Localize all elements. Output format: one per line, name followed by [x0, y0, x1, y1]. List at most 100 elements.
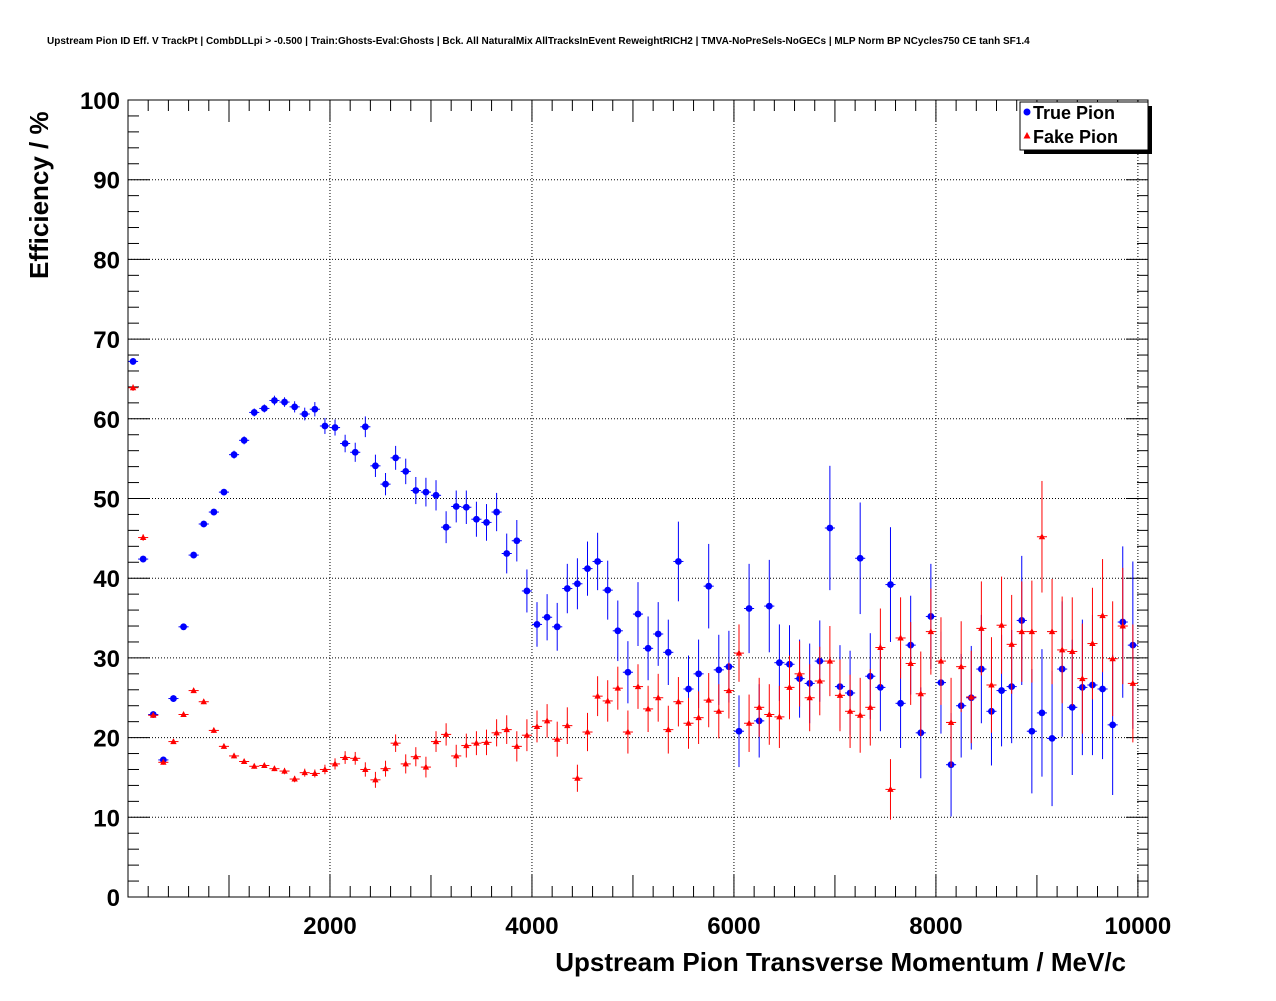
data-point	[261, 761, 268, 768]
data-point	[584, 565, 591, 573]
data-point	[422, 488, 430, 496]
data-point	[624, 728, 632, 735]
data-point	[129, 384, 137, 391]
data-point	[594, 692, 601, 699]
data-point	[937, 657, 945, 664]
data-point	[836, 691, 844, 698]
data-point	[897, 634, 904, 641]
data-point	[1079, 675, 1086, 682]
data-point	[1069, 648, 1076, 655]
data-point	[816, 677, 823, 684]
data-point	[917, 690, 924, 697]
data-point	[341, 440, 349, 447]
data-point	[220, 488, 228, 496]
data-point	[321, 422, 329, 430]
data-point	[1058, 646, 1066, 653]
data-point	[432, 738, 440, 745]
data-point	[251, 762, 258, 769]
minor-ticks	[127, 99, 1148, 898]
data-point	[755, 703, 763, 710]
y-tick-label: 10	[93, 805, 120, 832]
data-point	[634, 610, 642, 618]
data-point	[644, 644, 652, 652]
data-point	[867, 703, 874, 710]
data-point	[745, 605, 753, 612]
data-point	[1109, 655, 1116, 662]
y-tick-label: 20	[93, 726, 120, 753]
data-point	[271, 397, 278, 404]
data-point	[1129, 679, 1137, 686]
data-point	[1089, 640, 1096, 647]
data-point	[503, 550, 511, 557]
data-point	[412, 487, 420, 494]
data-point	[665, 726, 672, 733]
data-point	[150, 711, 157, 718]
data-point	[311, 769, 319, 776]
data-point	[180, 710, 187, 717]
data-point	[503, 726, 510, 733]
data-point	[230, 752, 238, 759]
data-point	[301, 769, 308, 776]
y-tick-label: 30	[93, 646, 120, 673]
data-point	[1028, 628, 1036, 635]
data-point	[463, 742, 470, 749]
data-point	[372, 462, 379, 470]
y-tick-label: 50	[93, 487, 120, 514]
data-point	[806, 694, 813, 701]
data-point	[846, 707, 854, 714]
x-tick-label: 10000	[1105, 913, 1172, 940]
data-point	[382, 480, 389, 488]
x-tick-label: 4000	[505, 913, 558, 940]
data-point	[250, 409, 258, 416]
data-point	[826, 657, 834, 664]
data-point	[634, 683, 642, 690]
data-point	[563, 585, 571, 592]
data-point	[291, 403, 299, 411]
data-point	[1068, 703, 1076, 711]
data-point	[260, 405, 268, 412]
y-tick-label: 0	[107, 885, 120, 912]
data-point	[907, 659, 914, 666]
data-point	[382, 765, 389, 772]
data-point	[1028, 727, 1036, 735]
data-point	[584, 728, 591, 735]
data-point	[139, 534, 147, 541]
data-point	[442, 730, 450, 737]
y-tick-label: 40	[93, 566, 120, 593]
data-point	[796, 670, 803, 677]
data-point	[614, 684, 622, 691]
x-axis-ticks: 2000 4000 6000 8000 10000	[303, 913, 1171, 940]
data-point	[452, 503, 460, 510]
data-point	[776, 713, 783, 720]
data-point	[897, 699, 904, 707]
y-tick-label: 60	[93, 407, 120, 434]
data-point	[624, 668, 632, 676]
data-point	[887, 785, 894, 792]
data-point	[705, 696, 712, 703]
data-point	[301, 410, 309, 418]
data-point	[574, 580, 581, 588]
data-point	[786, 683, 793, 690]
data-point	[230, 451, 238, 459]
data-point	[170, 695, 177, 702]
data-point	[453, 752, 460, 759]
data-point	[856, 711, 864, 718]
data-point	[493, 508, 501, 516]
data-point	[877, 644, 884, 651]
data-point	[351, 448, 359, 456]
data-point	[362, 765, 369, 772]
data-point	[473, 515, 480, 523]
y-tick-label: 80	[93, 247, 120, 274]
data-point	[483, 738, 490, 745]
data-point	[1099, 685, 1106, 693]
data-point	[775, 659, 783, 667]
data-point	[1109, 721, 1117, 729]
data-point	[331, 424, 339, 431]
data-point	[1119, 622, 1126, 629]
data-point	[1048, 734, 1056, 742]
data-point	[988, 681, 995, 688]
data-point	[947, 718, 955, 725]
data-point	[311, 405, 319, 413]
data-point	[856, 554, 864, 562]
data-point	[1018, 628, 1025, 635]
